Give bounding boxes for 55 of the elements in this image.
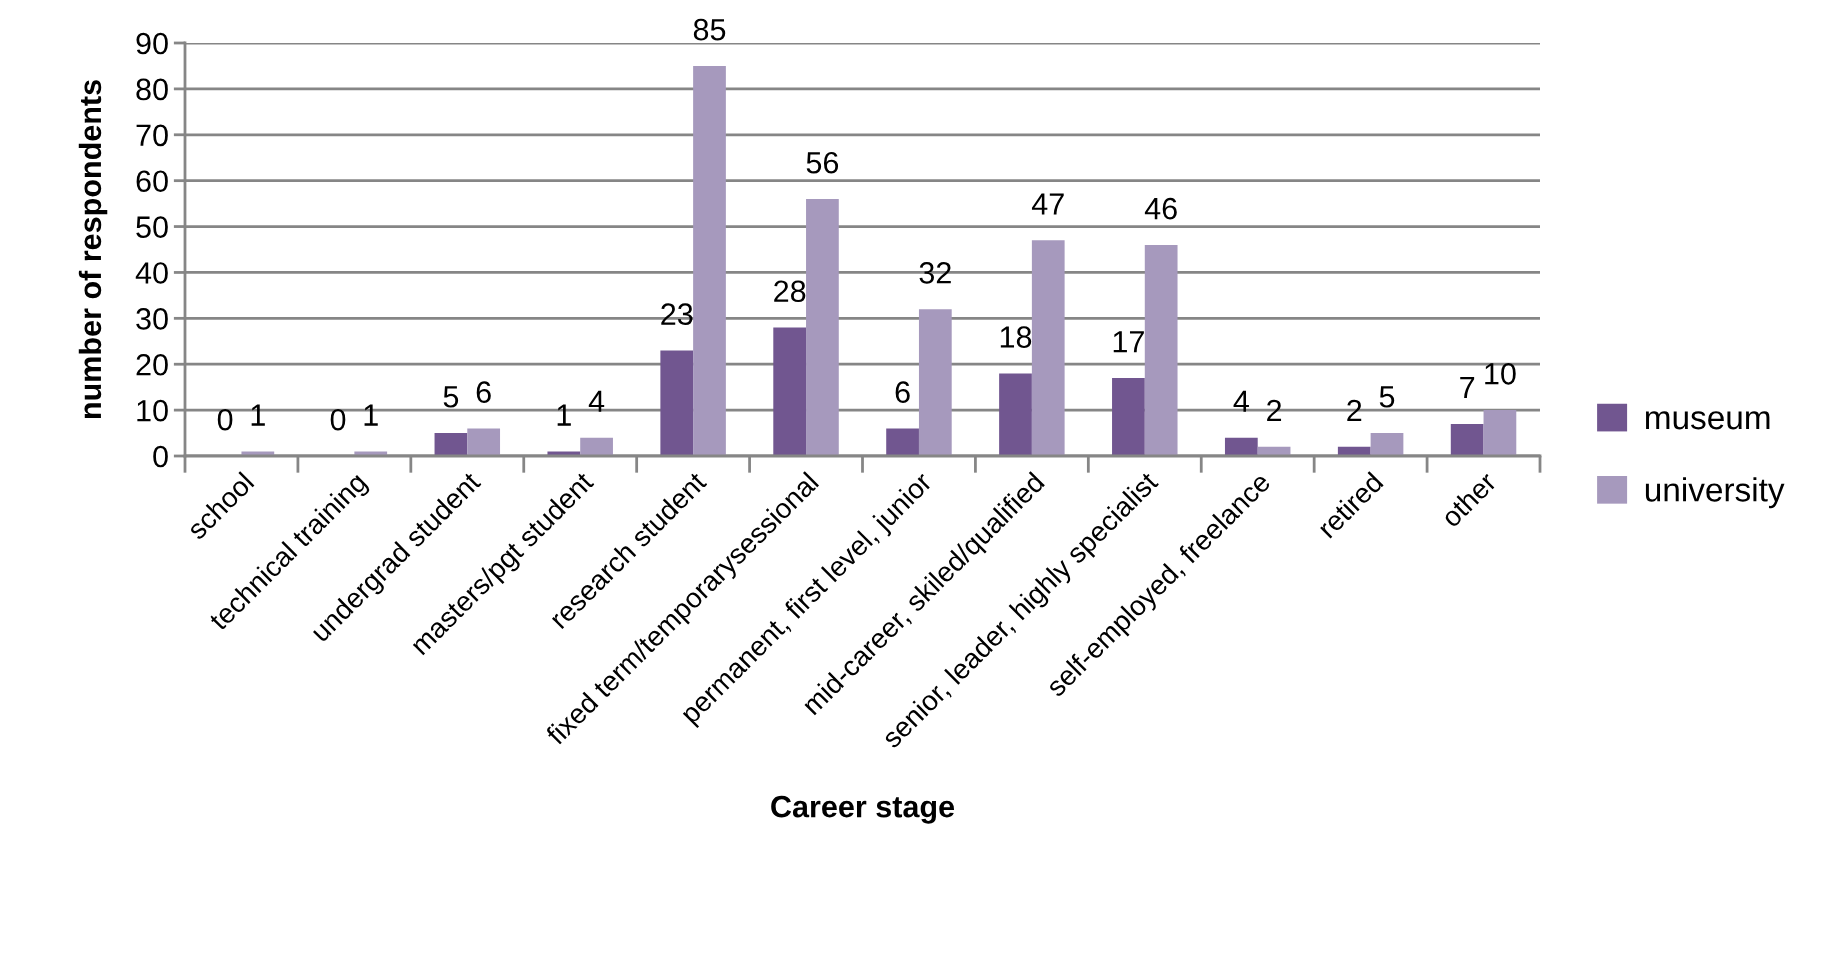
data-label: 4 [588,390,605,412]
bar [1144,244,1178,456]
bar [1224,437,1258,456]
y-tick-label: 10 [137,399,168,422]
bar [693,65,726,456]
bar [999,373,1032,456]
bar [1450,423,1484,456]
data-label: 5 [1379,386,1395,408]
data-label: 46 [1144,197,1177,220]
bar [918,309,952,456]
data-label: 2 [1267,399,1282,422]
y-tick-label: 0 [153,445,168,468]
data-label: 0 [217,408,233,431]
data-label: 47 [1031,193,1064,215]
y-tick-label: 80 [136,78,168,101]
bar [580,437,613,456]
x-axis-title: Career stage [771,795,955,824]
bar [1370,433,1404,456]
data-label: 5 [443,386,459,408]
data-label: 32 [919,262,951,284]
bar [660,350,694,456]
data-label: 56 [806,151,839,174]
data-label: 18 [1000,326,1032,348]
data-label: 17 [1113,331,1144,353]
data-label: 23 [661,303,693,325]
bar [1483,410,1517,456]
y-tick-label: 40 [135,262,168,284]
data-label: 10 [1485,362,1516,385]
bar [1112,377,1145,456]
data-label: 28 [774,280,806,303]
data-label: 4 [1233,390,1249,412]
y-tick-label: 20 [136,353,168,376]
data-label: 6 [895,381,910,403]
bar [467,428,501,456]
bar [1031,240,1065,456]
data-label: 85 [693,18,726,41]
data-label: 1 [557,404,571,426]
data-label: 0 [330,408,346,431]
y-tick-label: 60 [136,170,168,193]
legend-label: museum [1645,411,1770,430]
data-label: 1 [251,404,265,426]
y-axis-title: number of respondents [78,80,108,419]
data-label: 7 [1460,377,1475,399]
y-tick-label: 70 [136,124,168,147]
y-tick-label: 30 [136,308,168,330]
bar [886,428,919,456]
data-label: 1 [364,404,378,426]
data-label: 6 [476,381,491,403]
bar [806,199,839,456]
y-tick-label: 90 [136,32,168,55]
bar [434,433,468,456]
legend-label: university [1645,477,1785,509]
data-label: 2 [1347,399,1362,422]
bar [773,327,807,456]
y-tick-label: 50 [136,216,168,238]
